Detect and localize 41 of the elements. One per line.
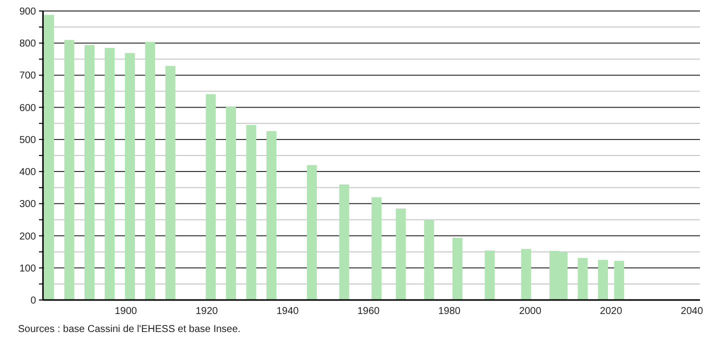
x-tick-label: 2000 [519,306,542,317]
bar [64,40,74,300]
y-tick-label: 0 [30,296,36,306]
x-tick-label: 2020 [600,306,623,317]
bar [104,48,115,300]
y-tick-label: 700 [19,70,36,82]
y-tick-label: 200 [19,231,36,242]
bar [44,14,54,300]
bar [226,107,236,300]
y-tick-label: 300 [19,199,36,210]
bar [598,260,608,300]
bar [452,238,462,300]
bar [206,94,216,300]
bar [424,220,434,300]
bar [521,248,532,300]
y-tick-label: 400 [19,167,36,178]
bar [339,184,350,300]
bar [372,197,382,300]
x-tick-label: 1920 [196,306,218,317]
source-note: Sources : base Cassini de l'EHESS et base Insee. [18,324,241,335]
y-tick-label: 800 [19,38,36,50]
x-tick-label: 1940 [276,306,300,317]
bar [145,42,156,300]
bar [484,250,495,300]
bar [84,45,94,300]
y-tick-label: 900 [19,6,36,18]
x-tick-label: 1960 [357,306,380,317]
bar [614,260,624,300]
bar [396,208,406,300]
bar [246,124,256,300]
x-tick-label: 2040 [680,306,704,317]
y-tick-label: 600 [19,102,36,114]
bar [306,165,317,300]
y-tick-label: 100 [19,263,36,274]
bar [266,131,276,300]
x-tick-label: 1900 [114,306,138,317]
x-tick-label: 1980 [438,306,461,317]
bar [124,53,135,300]
bar [165,66,176,300]
y-tick-label: 500 [19,134,36,146]
bar [578,258,588,300]
